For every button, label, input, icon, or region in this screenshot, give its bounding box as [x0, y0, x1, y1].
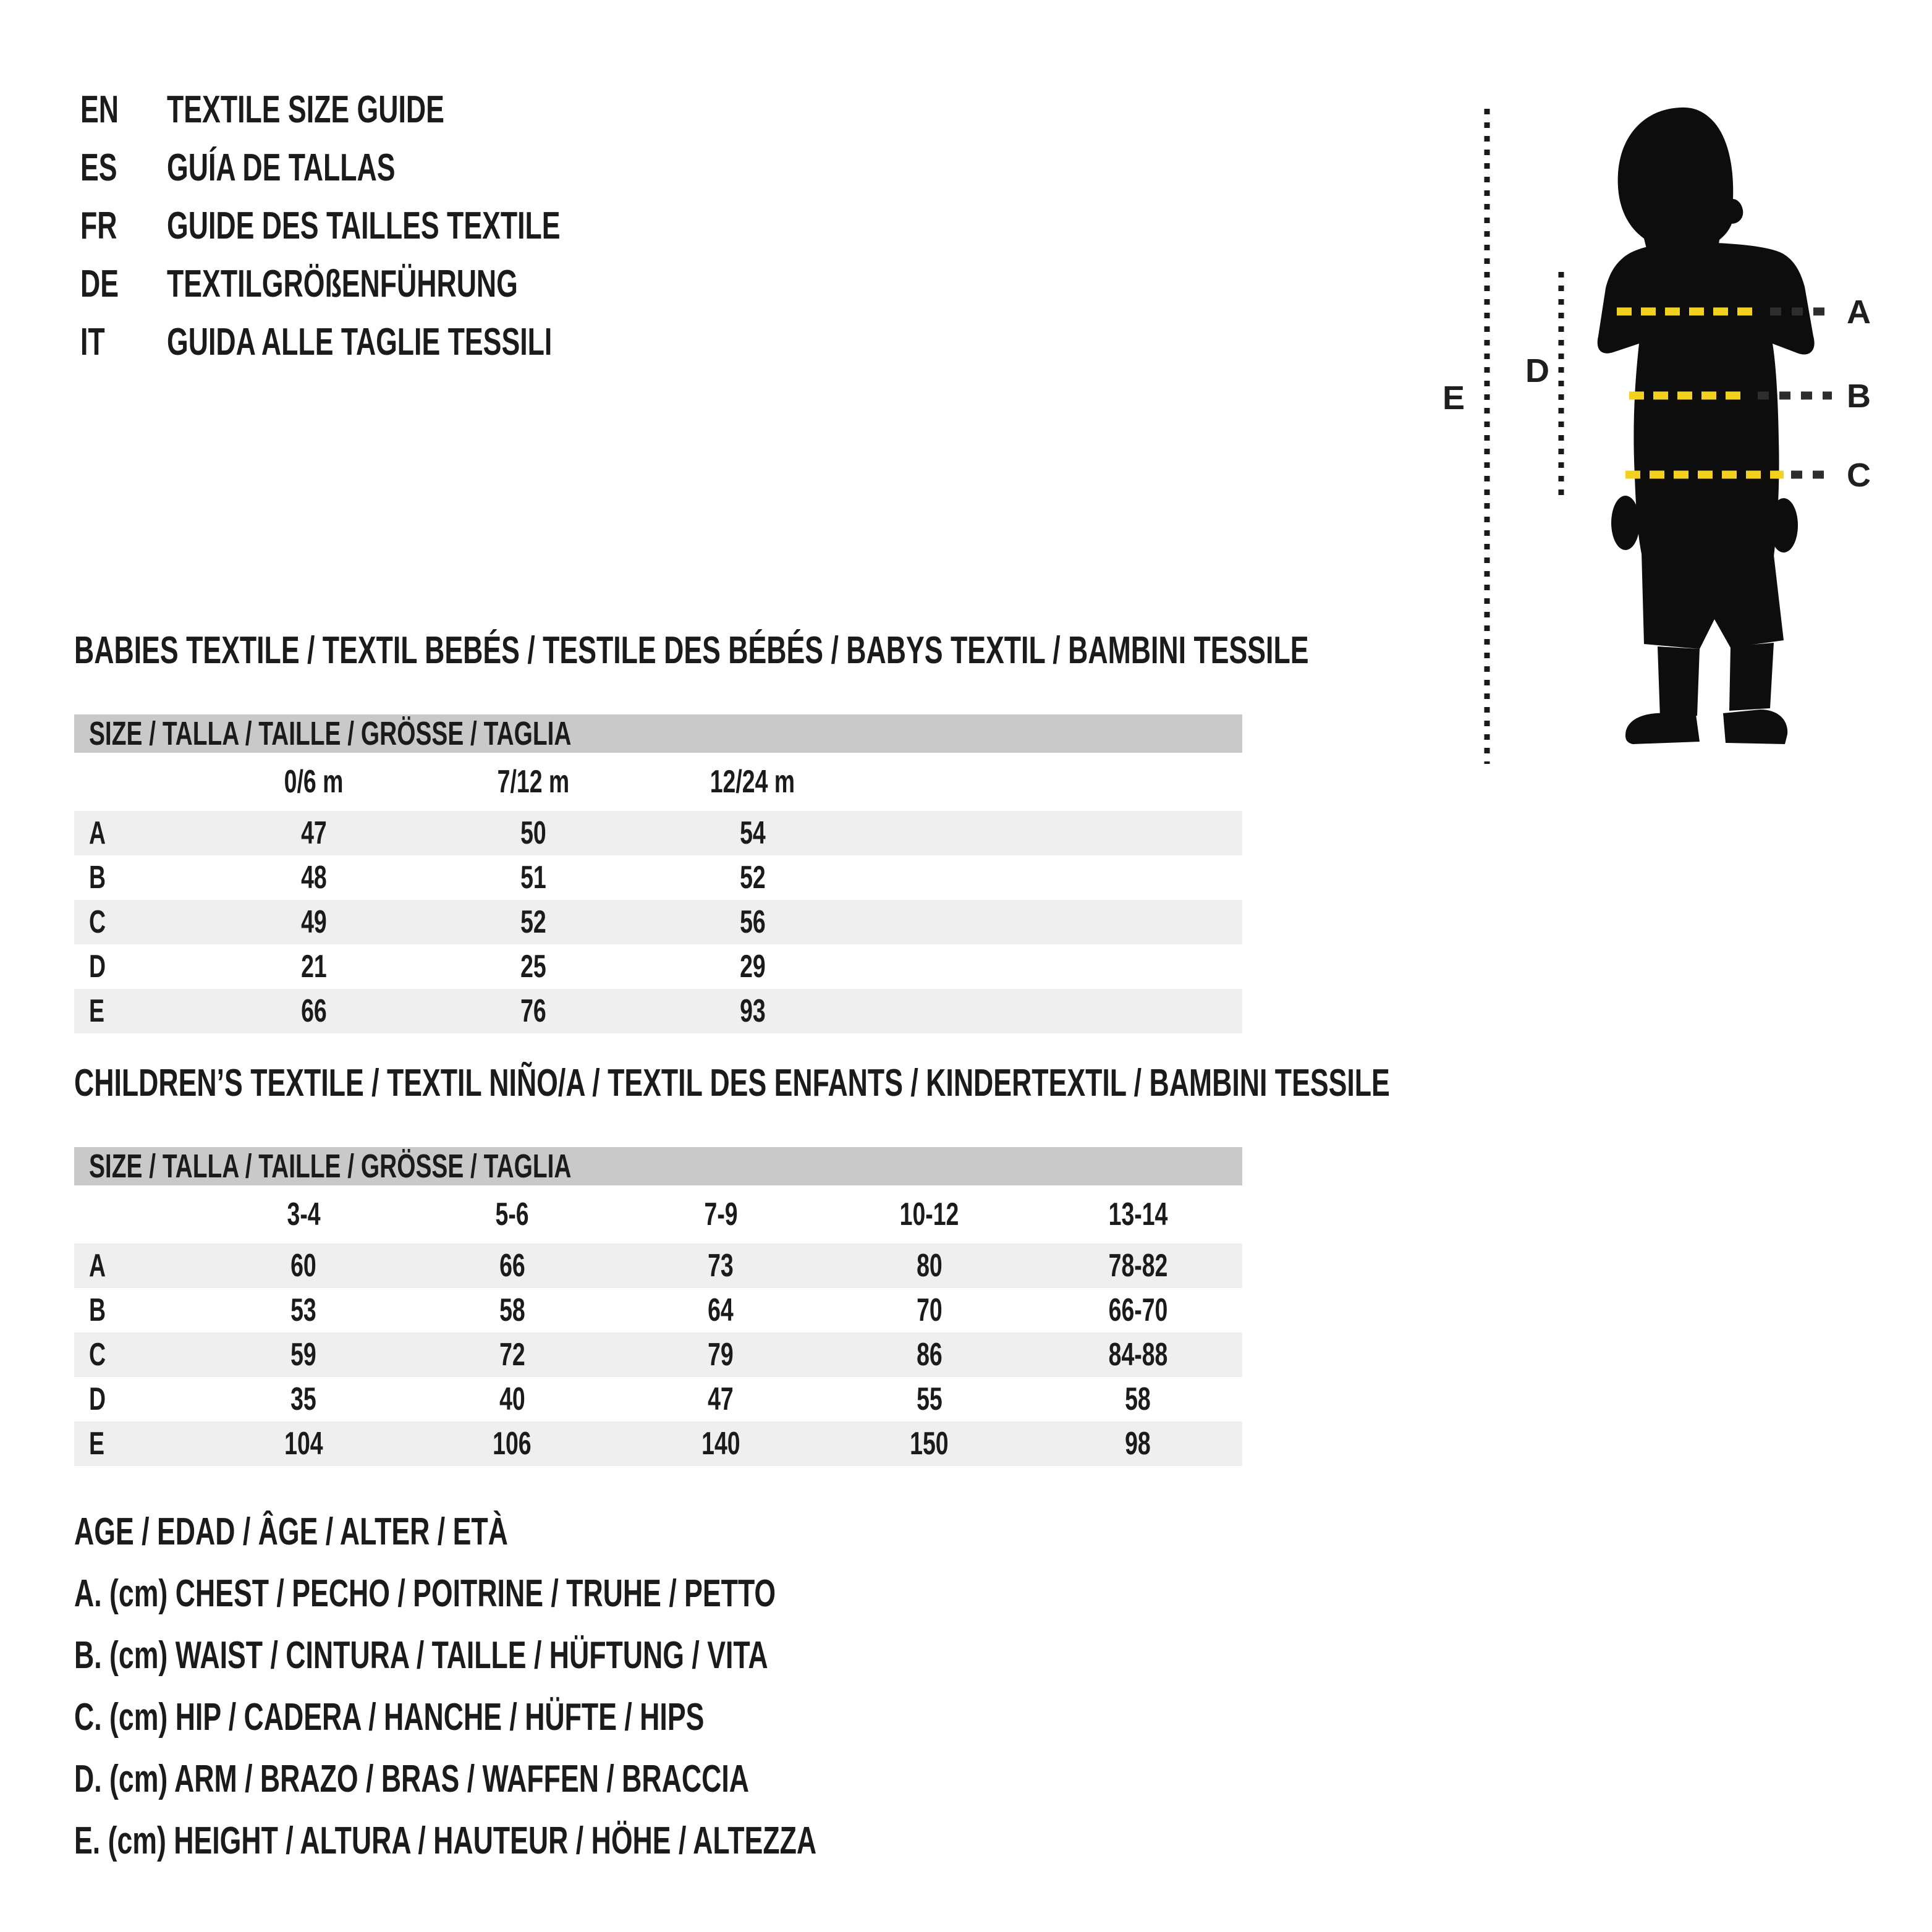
- table-row: D 21 25 29: [89, 949, 766, 985]
- table-row: C 59 72 79 86 84-88: [74, 1332, 1242, 1377]
- table-row: A 60 66 73 80 78-82: [74, 1244, 1242, 1288]
- babies-size-table: SIZE / TALLA / TAILLE / GRÖSSE / TAGLIA …: [74, 714, 1242, 1033]
- table-row: E 66 76 93: [74, 989, 1242, 1033]
- legend-chest: A. (cm) CHEST / PECHO / POITRINE / TRUHE…: [74, 1572, 776, 1615]
- measurement-legend: AGE / EDAD / ÂGE / ALTER / ETÀ A. (cm) C…: [74, 1501, 1105, 1871]
- language-title-list: EN TEXTILE SIZE GUIDE ES GUÍA DE TALLAS …: [80, 80, 713, 371]
- children-size-table: SIZE / TALLA / TAILLE / GRÖSSE / TAGLIA …: [74, 1147, 1242, 1466]
- lang-code-en: EN: [80, 88, 119, 131]
- lang-code-fr: FR: [80, 204, 117, 247]
- legend-height: E. (cm) HEIGHT / ALTURA / HAUTEUR / HÖHE…: [74, 1819, 817, 1862]
- table-row: D 35 40 47 55 58: [89, 1381, 1151, 1417]
- children-col-0: 3-4: [287, 1197, 321, 1232]
- lang-row-es: ES GUÍA DE TALLAS: [80, 138, 713, 197]
- legend-hip: C. (cm) HIP / CADERA / HANCHE / HÜFTE / …: [74, 1695, 705, 1739]
- lang-title-es: GUÍA DE TALLAS: [167, 146, 396, 189]
- babies-col-0: 0/6 m: [284, 764, 344, 800]
- lang-row-en: EN TEXTILE SIZE GUIDE: [80, 80, 713, 138]
- lang-title-it: GUIDA ALLE TAGLIE TESSILI: [167, 320, 553, 363]
- children-section-heading: CHILDREN’S TEXTILE / TEXTIL NIÑO/A / TEX…: [74, 1062, 1390, 1104]
- table-row: E 104 106 140 150 98: [74, 1421, 1242, 1466]
- measure-label-d: D: [1525, 352, 1549, 389]
- measure-label-e: E: [1443, 379, 1465, 417]
- lang-row-de: DE TEXTILGRÖßENFÜHRUNG: [80, 255, 713, 313]
- lang-row-fr: FR GUIDE DES TAILLES TEXTILE: [80, 197, 713, 255]
- measure-label-c: C: [1847, 457, 1871, 494]
- legend-arm: D. (cm) ARM / BRAZO / BRAS / WAFFEN / BR…: [74, 1757, 750, 1800]
- children-column-header-row: 3-4 5-6 7-9 10-12 13-14: [74, 1185, 1242, 1244]
- children-col-3: 10-12: [899, 1197, 959, 1232]
- lang-code-es: ES: [80, 146, 117, 189]
- children-col-2: 7-9: [704, 1197, 738, 1232]
- lang-code-it: IT: [80, 320, 105, 363]
- measure-label-b: B: [1847, 378, 1871, 415]
- babies-column-header-row: 0/6 m 7/12 m 12/24 m: [74, 753, 1242, 811]
- children-size-header-bar: SIZE / TALLA / TAILLE / GRÖSSE / TAGLIA: [74, 1147, 1242, 1185]
- table-row: C 49 52 56: [74, 900, 1242, 944]
- babies-size-header-bar: SIZE / TALLA / TAILLE / GRÖSSE / TAGLIA: [74, 714, 1242, 753]
- babies-section-heading: BABIES TEXTILE / TEXTIL BEBÉS / TESTILE …: [74, 629, 1309, 672]
- babies-col-2: 12/24 m: [710, 764, 795, 800]
- child-measurement-figure: A B C D E: [1443, 107, 1871, 764]
- children-col-4: 13-14: [1108, 1197, 1168, 1232]
- lang-title-fr: GUIDE DES TAILLES TEXTILE: [167, 204, 561, 247]
- lang-title-en: TEXTILE SIZE GUIDE: [167, 88, 444, 131]
- measure-label-a: A: [1847, 294, 1871, 331]
- table-row: B 53 58 64 70 66-70: [89, 1292, 1168, 1328]
- legend-age: AGE / EDAD / ÂGE / ALTER / ETÀ: [74, 1510, 508, 1553]
- table-row: B 48 51 52: [89, 860, 766, 896]
- lang-code-de: DE: [80, 262, 119, 305]
- legend-waist: B. (cm) WAIST / CINTURA / TAILLE / HÜFTU…: [74, 1633, 768, 1677]
- lang-row-it: IT GUIDA ALLE TAGLIE TESSILI: [80, 313, 713, 371]
- lang-title-de: TEXTILGRÖßENFÜHRUNG: [167, 262, 518, 305]
- babies-col-1: 7/12 m: [497, 764, 569, 800]
- children-col-1: 5-6: [495, 1197, 529, 1232]
- table-row: A 47 50 54: [74, 811, 1242, 855]
